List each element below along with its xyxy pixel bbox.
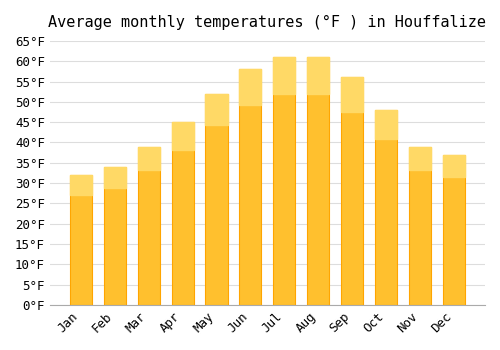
Bar [342, 77, 363, 112]
Title: Average monthly temperatures (°F ) in Houffalize: Average monthly temperatures (°F ) in Ho… [48, 15, 486, 30]
Bar [138, 147, 160, 305]
Bar [342, 77, 363, 305]
Bar [206, 94, 228, 305]
Bar [409, 147, 432, 170]
Bar [274, 57, 295, 305]
Bar [443, 155, 465, 177]
Bar [206, 94, 228, 125]
Bar [443, 155, 465, 305]
Bar [375, 110, 398, 139]
Bar [240, 69, 262, 305]
Bar [70, 175, 92, 305]
Bar [308, 57, 330, 305]
Bar [308, 57, 330, 94]
Bar [104, 167, 126, 188]
Bar [409, 147, 432, 305]
Bar [375, 110, 398, 305]
Bar [138, 147, 160, 170]
Bar [172, 122, 194, 305]
Bar [172, 122, 194, 149]
Bar [104, 167, 126, 305]
Bar [240, 69, 262, 105]
Bar [274, 57, 295, 94]
Bar [70, 175, 92, 195]
